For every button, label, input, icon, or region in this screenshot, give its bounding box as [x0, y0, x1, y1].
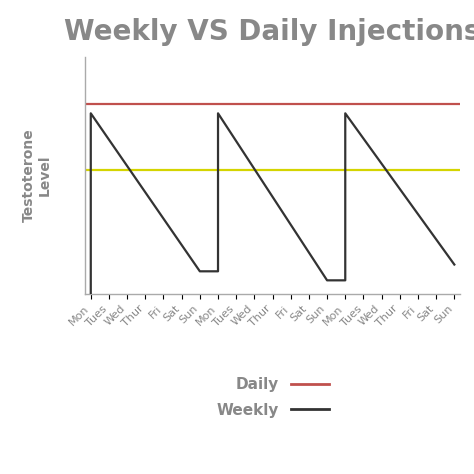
Text: Testoterone
Level: Testoterone Level	[21, 128, 52, 222]
Legend: Daily, Weekly: Daily, Weekly	[210, 371, 335, 424]
Title: Weekly VS Daily Injections: Weekly VS Daily Injections	[64, 18, 474, 46]
